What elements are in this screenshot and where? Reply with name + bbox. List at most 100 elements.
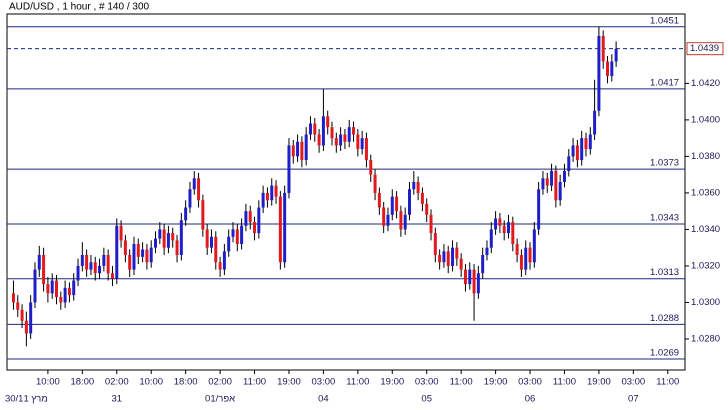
candle-body (119, 225, 123, 241)
candle-body (330, 127, 334, 139)
candle-body (610, 61, 614, 77)
candle-body (205, 229, 209, 248)
candle-body (149, 247, 153, 263)
candle-body (601, 35, 605, 62)
candle-body (614, 48, 618, 62)
candle-body (20, 309, 24, 321)
candle-body (42, 254, 46, 285)
candle-body (76, 265, 80, 281)
candle-body (571, 145, 575, 157)
candle-body (132, 244, 136, 270)
candle-body (545, 178, 549, 186)
x-tick-label: 19:00 (484, 377, 508, 388)
candle-body (63, 287, 67, 303)
candle-body (382, 207, 386, 226)
candle-body (524, 247, 528, 270)
x-tick-label: 18:00 (174, 377, 198, 388)
candle-body (261, 192, 265, 208)
candle-body (296, 141, 300, 157)
x-tick-label: 19:00 (277, 377, 301, 388)
candle-body (399, 211, 403, 230)
candle-body (158, 229, 162, 239)
x-tick-label: 11:00 (553, 377, 576, 388)
candle-body (476, 273, 480, 294)
candle-body (558, 181, 562, 201)
level-label: 1.0269 (650, 348, 679, 359)
y-tick-label: 1.0360 (691, 187, 720, 198)
date-label: 05 (421, 394, 432, 405)
candle-body (554, 171, 558, 201)
candle-body (407, 189, 411, 215)
candle-body (287, 145, 291, 193)
candle-body (80, 254, 84, 266)
candle-body (377, 192, 381, 208)
x-tick-label: 18:00 (70, 377, 94, 388)
candle-body (162, 229, 166, 248)
candle-body (420, 192, 424, 204)
current-price-box (686, 42, 724, 56)
x-tick-label: 19:00 (380, 377, 404, 388)
candle-body (442, 251, 446, 263)
candle-body (85, 254, 89, 270)
x-tick-label: 02:00 (105, 377, 129, 388)
y-tick-label: 1.0300 (691, 297, 720, 308)
candle-body (278, 196, 282, 263)
candle-body (438, 254, 442, 263)
candle-body (184, 207, 188, 221)
candle-body (128, 254, 132, 270)
candle-body (425, 203, 429, 215)
candle-body (218, 262, 222, 270)
candle-body (16, 302, 20, 310)
candle-body (50, 280, 54, 294)
candle-body (606, 61, 610, 77)
x-tick-label: 10:00 (139, 377, 163, 388)
x-tick-label: 11:00 (243, 377, 266, 388)
candle-body (179, 220, 183, 255)
candle-body (72, 280, 76, 296)
candle-body (227, 236, 231, 252)
candle-body (360, 138, 364, 150)
level-label: 1.0417 (650, 77, 679, 88)
y-tick-label: 1.0280 (691, 333, 720, 344)
x-tick-label: 03:00 (415, 377, 439, 388)
candle-body (502, 225, 506, 234)
candle-body (369, 160, 373, 175)
candle-body (145, 249, 149, 263)
candle-body (209, 236, 213, 248)
candle-body (102, 254, 106, 266)
x-tick-label: 03:00 (312, 377, 336, 388)
candle-body (123, 240, 127, 255)
y-tick-label: 1.0380 (691, 151, 720, 162)
candle-body (197, 178, 201, 201)
candle-body (597, 35, 601, 111)
candle-body (136, 244, 140, 257)
candle-body (274, 185, 278, 197)
candle-body (334, 138, 338, 146)
candle-body (244, 211, 248, 226)
candle-body (494, 218, 498, 230)
candle-body (175, 240, 179, 255)
candle-body (472, 269, 476, 294)
candle-body (364, 138, 368, 161)
candle-body (248, 211, 252, 223)
candle-body (257, 207, 261, 234)
date-label: 01/אפר (205, 394, 235, 405)
candle-body (352, 127, 356, 135)
candle-body (403, 214, 407, 230)
candle-body (481, 254, 485, 274)
candle-body (321, 116, 325, 146)
candle-body (201, 200, 205, 230)
candle-body (231, 229, 235, 237)
candle-body (304, 134, 308, 161)
candle-body (308, 123, 312, 135)
y-tick-label: 1.0340 (691, 224, 720, 235)
level-label: 1.0373 (650, 158, 679, 169)
x-tick-label: 03:00 (621, 377, 645, 388)
date-label: 06 (525, 394, 536, 405)
candle-body (567, 156, 571, 172)
candle-body (575, 145, 579, 161)
candle-body (507, 222, 511, 234)
candle-body (300, 141, 304, 161)
candle-body (55, 280, 59, 297)
